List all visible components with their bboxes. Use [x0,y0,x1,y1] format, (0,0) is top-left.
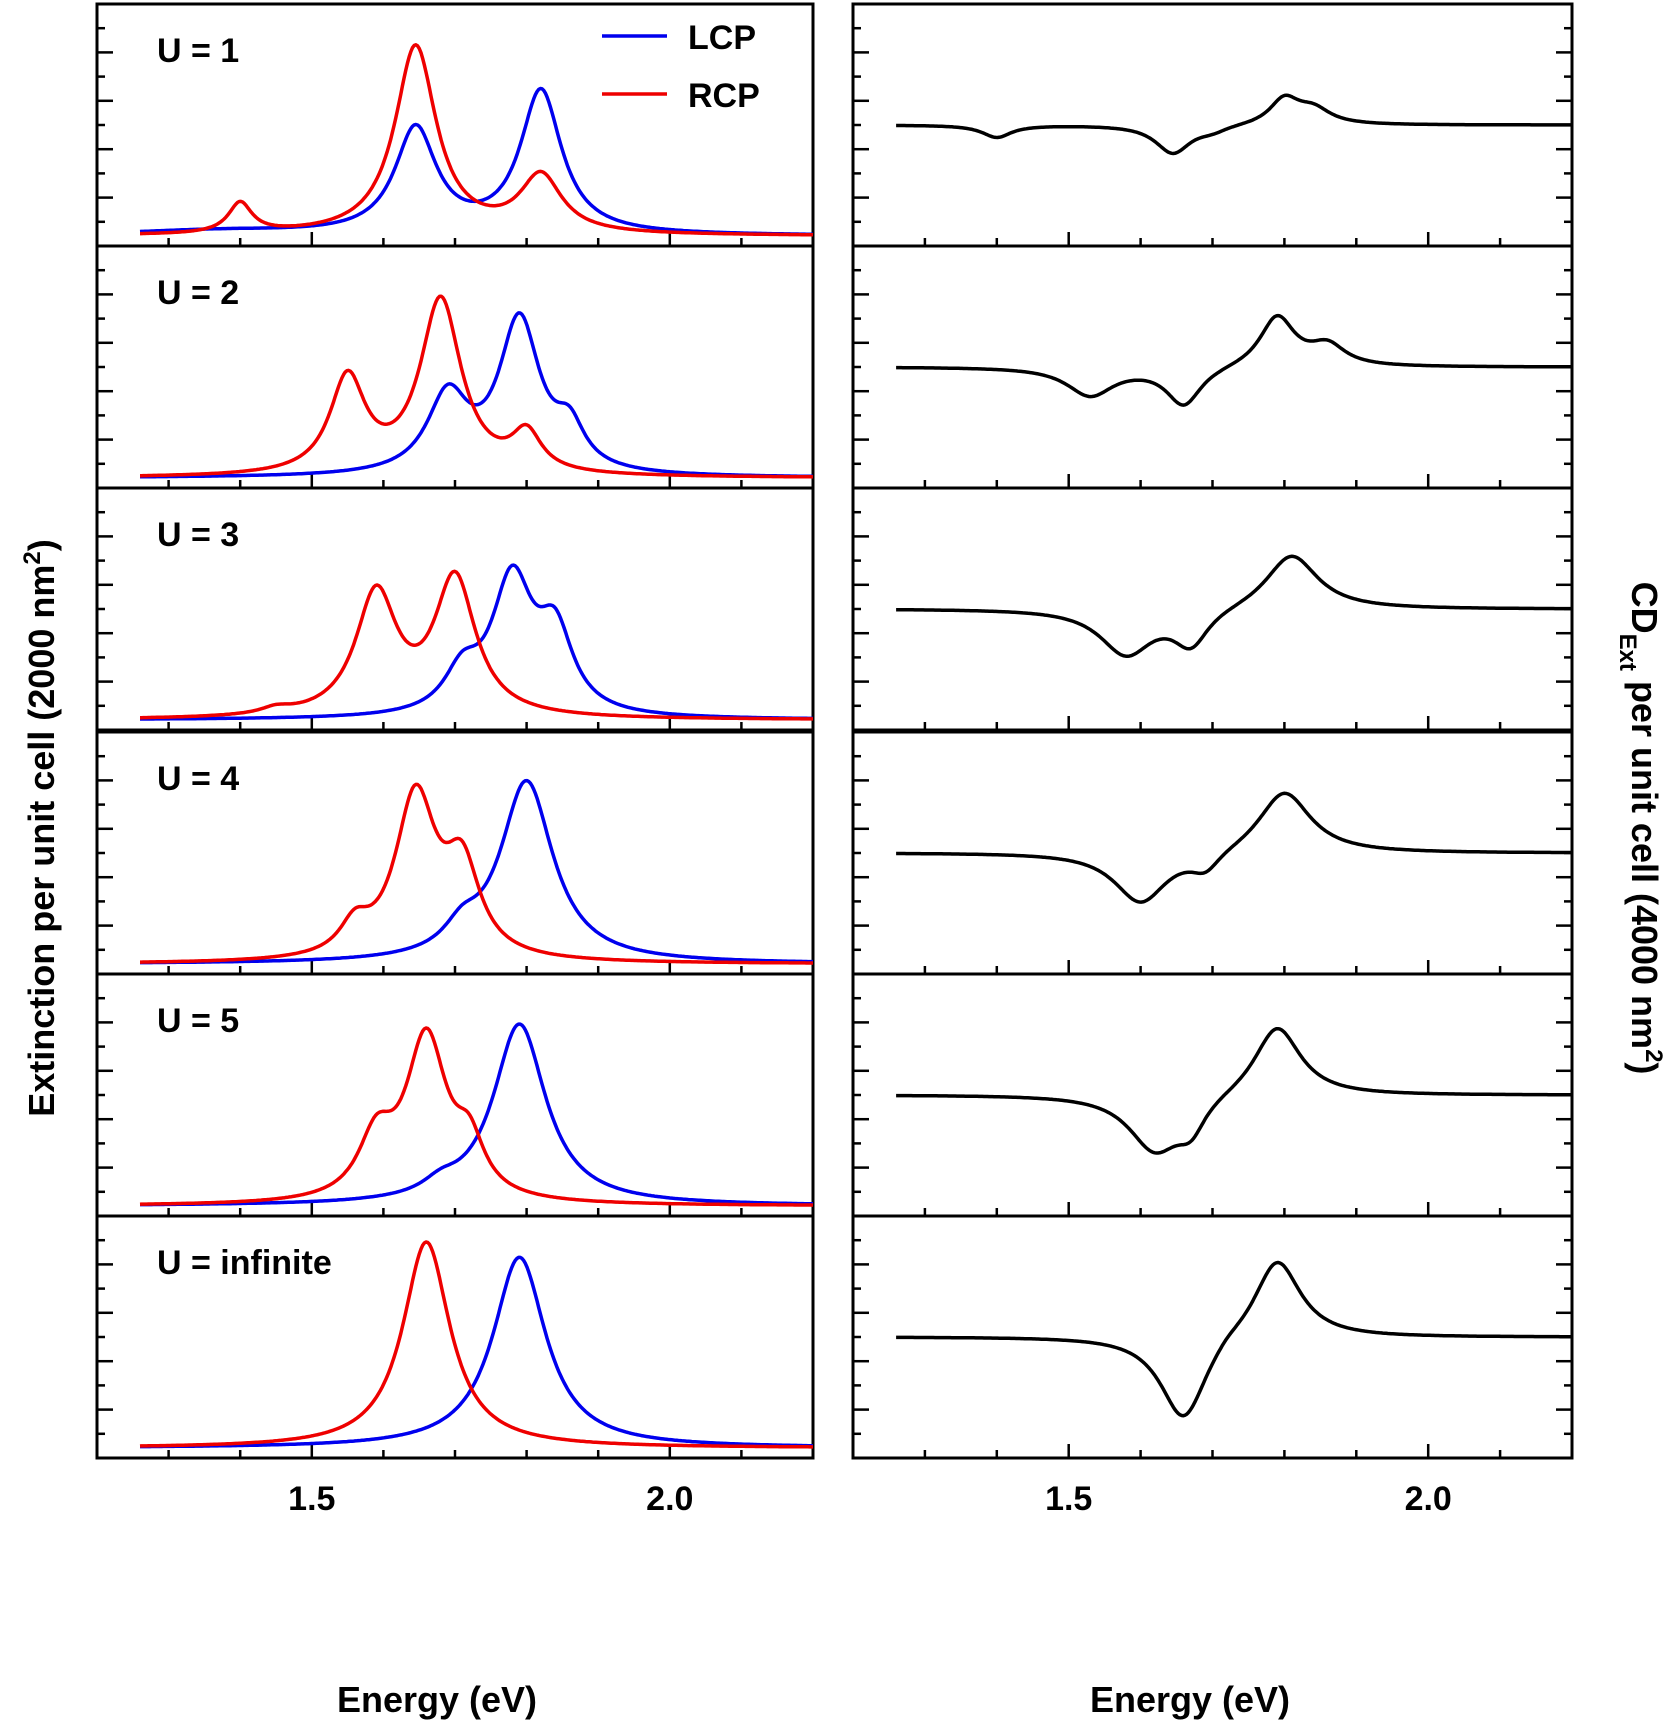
left-panel-5-lcp-line [139,1022,814,1207]
right-panel-5 [851,972,1574,1218]
legend-lcp-label: LCP [688,19,756,57]
left-panel-4-lcp-line [139,778,814,965]
left-x-axis-label: Energy (eV) [337,1679,537,1720]
left-panel-5-label: U = 5 [157,1002,239,1040]
right-y-axis-label: CDExt per unit cell (4000 nm2) [1614,582,1667,1075]
left-panel-6-label: U = infinite [157,1244,332,1282]
legend: LCP RCP [602,19,760,115]
left-panel-4-rcp-line [139,782,814,965]
left-panel-2-rcp-line [139,294,814,479]
left-panel-3: U = 3 [95,486,815,732]
right-y-axis-label-sup: 2 [1640,1049,1667,1062]
left-chart-extinction: U = 1 U = 2 U = 3 U = 4 U = 5 U = infinite 1.5… [95,2,815,1518]
left-y-axis-label-main: Extinction per unit cell (2000 nm [21,565,62,1117]
right-panel-2-cd-line [896,313,1573,407]
right-panel-4-cd-line [896,791,1573,904]
left-panel-4-label: U = 4 [157,760,239,798]
left-panel-3-lcp-line [139,563,814,721]
right-panel-5-cd-line [896,1026,1573,1155]
right-y-axis-label-prefix: CD [1624,582,1665,634]
left-panel-6-rcp-line [139,1240,814,1449]
right-panel-6-cd-line [896,1260,1573,1418]
right-panel-3 [851,486,1574,732]
left-y-axis-label: Extinction per unit cell (2000 nm2) [19,539,62,1117]
left-xtick-label-2: 2.0 [646,1480,693,1518]
left-panel-2-label: U = 2 [157,274,239,312]
left-panel-5-rcp-line [139,1026,814,1207]
left-panel-2-lcp-line [139,311,814,479]
left-y-axis-label-sup: 2 [19,551,46,564]
right-x-axis-label: Energy (eV) [1090,1679,1290,1720]
right-panel-6 [851,1214,1574,1460]
right-xtick-label-2: 2.0 [1405,1480,1452,1518]
left-panel-3-rcp-line [139,569,814,721]
left-panel-2: U = 2 [95,244,815,490]
right-panel-3-cd-line [896,554,1573,659]
left-panel-4: U = 4 [95,730,815,976]
right-panel-1 [851,2,1574,248]
left-panel-6: U = infinite [95,1214,815,1460]
left-panel-3-label: U = 3 [157,516,239,554]
right-y-axis-label-sub: Ext [1614,634,1641,671]
right-panel-4 [851,730,1574,976]
left-panel-1-rcp-line [139,43,814,237]
right-y-axis-label-mid: per unit cell (4000 nm [1624,671,1665,1049]
right-panel-2 [851,244,1574,490]
left-panel-6-lcp-line [139,1255,814,1449]
left-panel-1-label: U = 1 [157,32,239,70]
left-y-axis-label-tail: ) [21,539,62,551]
left-xtick-label-1: 1.5 [288,1480,335,1518]
legend-rcp-label: RCP [688,77,760,115]
right-y-axis-label-tail: ) [1624,1062,1665,1074]
left-panel-5: U = 5 [95,972,815,1218]
right-xtick-label-1: 1.5 [1045,1480,1092,1518]
right-panel-1-cd-line [896,93,1573,156]
right-chart-cd: 1.5 2.0 [851,2,1574,1518]
